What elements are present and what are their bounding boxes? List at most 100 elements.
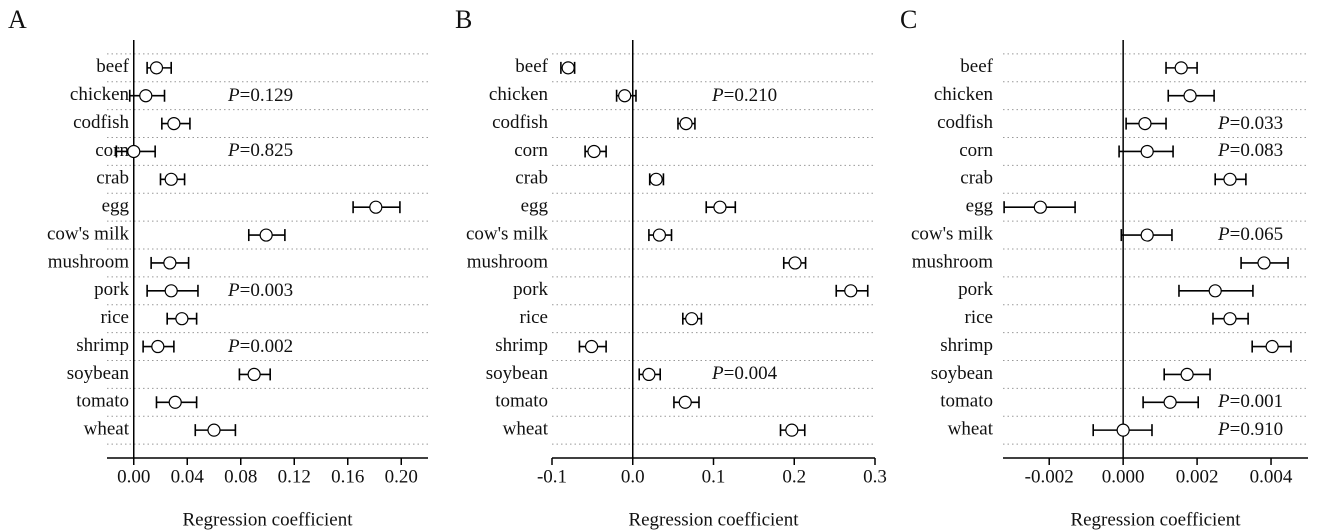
category-label: chicken: [489, 84, 549, 105]
x-tick-label: 0.0: [621, 466, 645, 487]
category-label: crab: [96, 168, 129, 189]
p-value-annotation: P=0.002: [228, 335, 294, 357]
category-label: soybean: [67, 363, 130, 384]
point-estimate: [1140, 144, 1154, 159]
point-estimate: [167, 116, 181, 131]
category-label: tomato: [940, 391, 993, 412]
point-estimate: [207, 423, 221, 437]
category-label: mushroom: [48, 251, 130, 272]
panel-letter: C: [900, 5, 917, 34]
x-tick-label: 0.20: [385, 466, 418, 487]
point-estimate: [1138, 116, 1152, 131]
p-value-annotation: P=0.825: [228, 140, 294, 162]
point-estimate: [1116, 423, 1130, 437]
x-axis-label: Regression coefficient: [182, 509, 353, 530]
category-label: egg: [102, 196, 130, 217]
category-label: egg: [521, 196, 549, 217]
category-label: codfish: [937, 112, 993, 133]
category-label: chicken: [934, 84, 994, 105]
category-label: shrimp: [940, 335, 993, 356]
p-value-annotation: P=0.083: [1218, 140, 1284, 162]
point-estimate: [785, 423, 799, 437]
x-tick-label: 0.004: [1250, 466, 1293, 487]
point-estimate: [1140, 228, 1154, 242]
category-label: chicken: [70, 84, 130, 105]
point-estimate: [1223, 312, 1237, 326]
point-estimate: [1183, 89, 1197, 103]
point-estimate: [561, 61, 575, 75]
point-estimate: [163, 256, 177, 270]
point-estimate: [369, 200, 383, 214]
category-label: beef: [515, 56, 548, 77]
point-estimate: [1223, 172, 1237, 186]
p-value-annotation: P=0.004: [712, 363, 778, 385]
x-tick-label: 0.04: [171, 466, 205, 487]
point-estimate: [1163, 395, 1177, 409]
point-estimate: [788, 256, 802, 270]
point-estimate: [164, 172, 178, 186]
category-label: wheat: [948, 418, 994, 439]
category-label: corn: [959, 140, 993, 161]
point-estimate: [164, 284, 178, 298]
x-tick-label: 0.3: [863, 466, 887, 487]
point-estimate: [652, 228, 666, 242]
category-label: codfish: [73, 112, 129, 133]
category-label: codfish: [492, 112, 548, 133]
point-estimate: [844, 284, 858, 298]
point-estimate: [1180, 367, 1194, 381]
category-label: rice: [520, 307, 548, 328]
category-label: tomato: [495, 391, 548, 412]
p-value-annotation: P=0.210: [712, 84, 778, 106]
point-estimate: [1208, 284, 1222, 298]
category-label: pork: [958, 279, 993, 300]
x-tick-label: -0.1: [537, 466, 567, 487]
category-label: wheat: [503, 418, 549, 439]
category-label: pork: [94, 279, 129, 300]
category-label: tomato: [76, 391, 129, 412]
x-axis-label: Regression coefficient: [1070, 509, 1241, 530]
point-estimate: [1033, 200, 1047, 214]
x-tick-label: 0.000: [1102, 466, 1145, 487]
point-estimate: [1257, 256, 1271, 270]
category-label: mushroom: [912, 251, 994, 272]
point-estimate: [584, 339, 599, 354]
point-estimate: [149, 61, 164, 75]
p-value-annotation: P=0.033: [1218, 112, 1284, 134]
category-label: egg: [966, 196, 994, 217]
category-label: corn: [95, 140, 129, 161]
x-tick-label: 0.08: [224, 466, 257, 487]
category-label: crab: [515, 168, 548, 189]
category-label: cow's milk: [47, 223, 130, 244]
point-estimate: [168, 395, 182, 409]
p-value-annotation: P=0.910: [1218, 419, 1284, 441]
x-axis-label: Regression coefficient: [628, 509, 799, 530]
category-label: crab: [960, 168, 993, 189]
point-estimate: [678, 395, 692, 409]
category-label: beef: [96, 56, 129, 77]
p-value-annotation: P=0.003: [228, 279, 294, 301]
category-label: cow's milk: [911, 223, 994, 244]
category-label: corn: [514, 140, 548, 161]
x-tick-label: 0.12: [278, 466, 311, 487]
point-estimate: [649, 172, 663, 186]
p-value-annotation: P=0.065: [1218, 224, 1284, 246]
point-estimate: [1265, 339, 1279, 354]
category-label: soybean: [931, 363, 994, 384]
point-estimate: [642, 367, 656, 381]
point-estimate: [151, 339, 165, 354]
point-estimate: [247, 367, 261, 381]
category-label: beef: [960, 56, 993, 77]
point-estimate: [685, 312, 699, 326]
category-label: rice: [101, 307, 129, 328]
p-value-annotation: P=0.129: [228, 84, 294, 106]
x-tick-label: 0.1: [702, 466, 726, 487]
category-label: mushroom: [467, 251, 549, 272]
point-estimate: [1174, 61, 1188, 75]
category-label: rice: [965, 307, 993, 328]
point-estimate: [139, 89, 153, 103]
category-label: cow's milk: [466, 223, 549, 244]
point-estimate: [259, 228, 273, 242]
category-label: shrimp: [76, 335, 129, 356]
x-tick-label: 0.2: [782, 466, 806, 487]
